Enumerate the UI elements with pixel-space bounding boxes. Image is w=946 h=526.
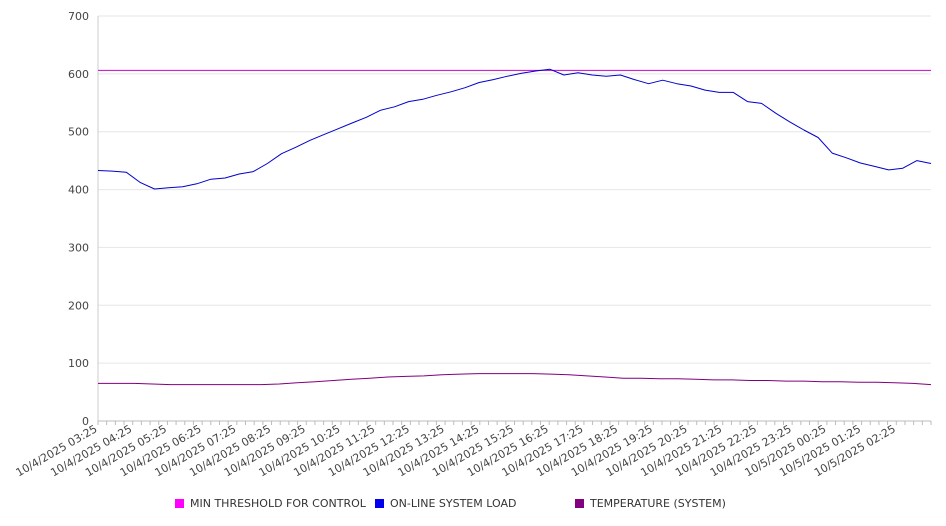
series-system-load xyxy=(97,68,932,190)
legend-swatch-system-load xyxy=(375,499,384,508)
y-tick-label: 300 xyxy=(68,241,89,254)
y-tick-label: 100 xyxy=(68,357,89,370)
legend-item-system-load[interactable]: ON-LINE SYSTEM LOAD xyxy=(375,497,516,510)
grid-lines xyxy=(98,15,931,422)
y-tick-label: 600 xyxy=(68,68,89,81)
plot-area xyxy=(97,68,932,386)
legend-swatch-min-threshold xyxy=(175,499,184,508)
legend-item-min-threshold[interactable]: MIN THRESHOLD FOR CONTROL xyxy=(175,497,366,510)
legend-swatch-temperature xyxy=(575,499,584,508)
y-tick-label: 700 xyxy=(68,10,89,23)
y-axis: 0 100 200 300 400 500 600 700 xyxy=(68,10,99,428)
chart-legend: MIN THRESHOLD FOR CONTROL ON-LINE SYSTEM… xyxy=(0,497,946,515)
legend-label-temperature: TEMPERATURE (SYSTEM) xyxy=(590,497,726,510)
y-tick-label: 200 xyxy=(68,299,89,312)
legend-label-system-load: ON-LINE SYSTEM LOAD xyxy=(390,497,517,510)
legend-label-min-threshold: MIN THRESHOLD FOR CONTROL xyxy=(190,497,366,510)
y-tick-label: 500 xyxy=(68,126,89,139)
y-tick-label: 400 xyxy=(68,184,89,197)
y-tick-label: 0 xyxy=(82,415,89,428)
series-temperature xyxy=(98,373,932,386)
legend-item-temperature[interactable]: TEMPERATURE (SYSTEM) xyxy=(575,497,726,510)
